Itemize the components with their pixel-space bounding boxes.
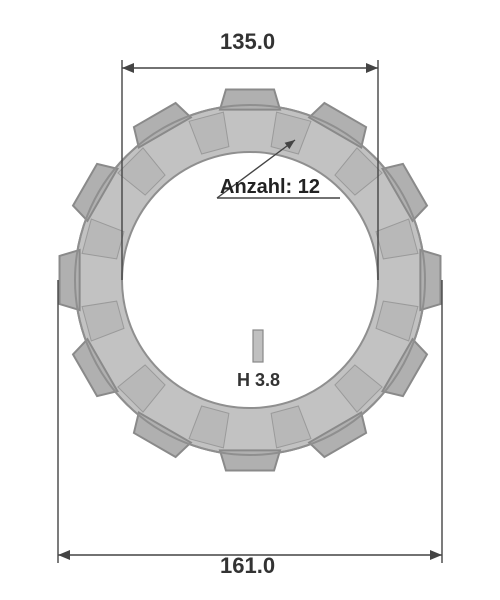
thickness-value: 3.8: [255, 370, 280, 390]
thickness-prefix: H: [237, 370, 255, 390]
diagram-canvas: 135.0 161.0 Anzahl: 12 H 3.8: [0, 0, 500, 600]
thickness-sample: [253, 330, 263, 362]
bottom-dimension-value: 161.0: [220, 553, 275, 579]
diagram-svg: [0, 0, 500, 600]
top-dimension-value: 135.0: [220, 29, 275, 55]
thickness-label: H 3.8: [237, 370, 280, 391]
tooth-count-label: Anzahl: 12: [220, 176, 320, 199]
